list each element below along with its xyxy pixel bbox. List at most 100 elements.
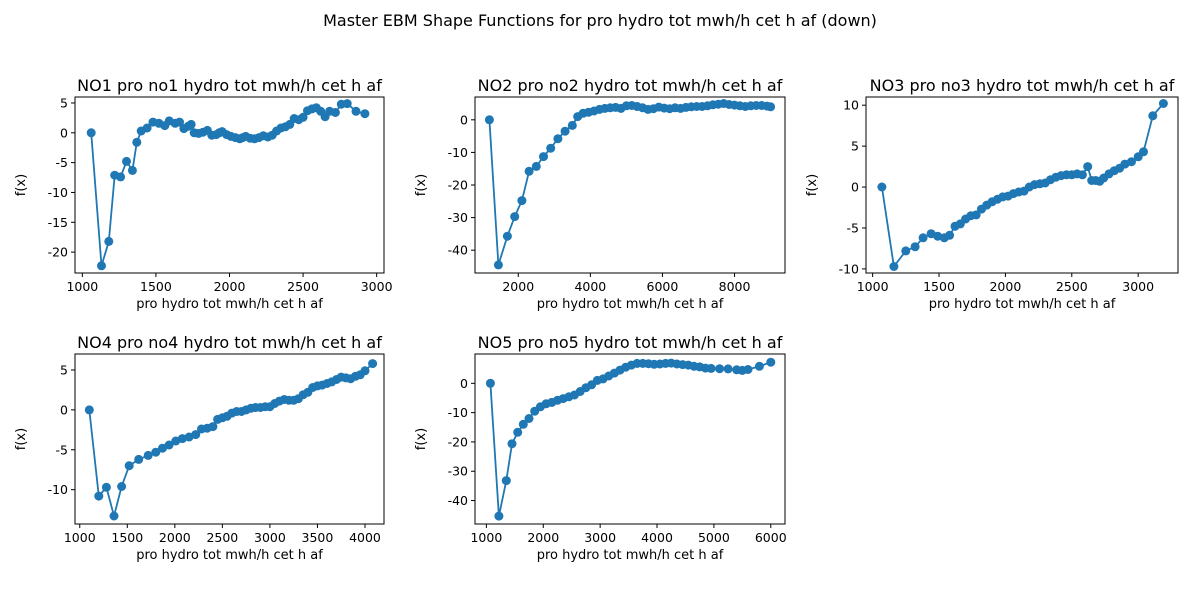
y-tick-label: 10 [843, 98, 859, 113]
x-axis-label: pro hydro tot mwh/h cet h af [537, 297, 724, 312]
x-tick-label: 3000 [361, 279, 393, 294]
data-point [164, 440, 174, 450]
x-tick-label: 4000 [641, 530, 673, 545]
data-point [971, 210, 981, 220]
data-point [86, 128, 96, 138]
x-axis-label: pro hydro tot mwh/h cet h af [929, 297, 1116, 312]
x-tick-label: 6000 [647, 279, 679, 294]
data-point [518, 419, 528, 429]
plot-area [74, 96, 385, 274]
subplot-1: NO1 pro no1 hydro tot mwh/h cet h af 1000… [14, 76, 393, 312]
data-point [715, 364, 725, 374]
x-tick-label: 1000 [857, 279, 889, 294]
subplot-title: NO3 pro no3 hydro tot mwh/h cet h af [870, 76, 1175, 95]
subplot-title: NO2 pro no2 hydro tot mwh/h cet h af [478, 76, 783, 95]
x-axis-label: pro hydro tot mwh/h cet h af [136, 297, 323, 312]
y-axis-label: f(x) [414, 174, 429, 196]
data-point [84, 405, 94, 415]
data-point [513, 427, 523, 437]
data-point [191, 430, 201, 440]
data-point [502, 231, 512, 241]
plot-area [474, 353, 786, 525]
data-point [494, 511, 504, 521]
data-point [531, 161, 541, 171]
data-point [104, 236, 114, 246]
y-tick-label: -30 [448, 464, 468, 479]
data-point [143, 450, 153, 460]
y-tick-label: -10 [839, 261, 859, 276]
y-tick-label: 0 [460, 112, 468, 127]
x-tick-label: 1500 [140, 279, 172, 294]
data-point [109, 511, 119, 521]
data-point [560, 126, 570, 136]
series-line [488, 102, 771, 266]
data-point [507, 439, 517, 449]
x-axis-label: pro hydro tot mwh/h cet h af [537, 548, 724, 563]
y-tick-label: -30 [448, 210, 468, 225]
data-point [360, 109, 370, 119]
y-tick-label: -10 [48, 482, 68, 497]
y-tick-label: -5 [56, 155, 68, 170]
data-point [117, 482, 127, 491]
data-point [918, 233, 928, 243]
x-tick-label: 5000 [698, 530, 730, 545]
y-tick-label: -5 [56, 442, 68, 457]
data-point [1148, 111, 1158, 121]
x-tick-label: 1000 [66, 279, 98, 294]
y-tick-label: -20 [48, 245, 68, 260]
subplot-title: NO1 pro no1 hydro tot mwh/h cet h af [77, 76, 382, 95]
data-point [485, 378, 495, 388]
x-tick-label: 8000 [719, 279, 751, 294]
data-point [706, 363, 716, 373]
y-axis-label: f(x) [14, 428, 29, 450]
x-tick-label: 1500 [111, 530, 143, 545]
data-point [754, 361, 764, 371]
data-point [945, 230, 955, 240]
data-point [743, 365, 753, 374]
x-tick-label: 3500 [302, 530, 334, 545]
x-tick-label: 2000 [159, 530, 191, 545]
x-tick-label: 3000 [254, 530, 286, 545]
data-point [342, 99, 352, 109]
data-point [132, 137, 142, 147]
subplot-5: NO5 pro no5 hydro tot mwh/h cet h af 1000… [414, 333, 787, 563]
data-point [208, 422, 218, 432]
data-point [553, 134, 563, 144]
x-tick-label: 4000 [349, 530, 381, 545]
x-tick-label: 1000 [470, 530, 502, 545]
series-line [489, 361, 772, 517]
data-point [1083, 162, 1093, 172]
data-point [889, 262, 899, 271]
data-point [142, 123, 152, 133]
data-point [1127, 157, 1136, 167]
y-tick-label: -10 [448, 145, 468, 160]
x-tick-label: 2500 [1056, 279, 1088, 294]
subplot-title: NO4 pro no4 hydro tot mwh/h cet h af [77, 333, 382, 352]
data-point [127, 165, 137, 175]
x-tick-label: 2500 [206, 530, 238, 545]
subplot-3: NO3 pro no3 hydro tot mwh/h cet h af 1000… [805, 76, 1179, 312]
data-point [97, 261, 106, 271]
data-point [493, 260, 503, 270]
y-tick-label: -40 [448, 493, 468, 508]
data-point [134, 454, 144, 464]
data-point [186, 119, 196, 129]
data-point [723, 364, 733, 374]
x-tick-label: 4000 [574, 279, 606, 294]
data-point [368, 359, 378, 369]
data-point [116, 172, 126, 182]
subplot-4: NO4 pro no4 hydro tot mwh/h cet h af 1000… [14, 333, 385, 563]
series-line [90, 102, 366, 267]
data-point [567, 120, 577, 130]
y-tick-label: -10 [448, 405, 468, 420]
y-axis-label: f(x) [414, 428, 429, 450]
data-point [501, 476, 511, 486]
y-tick-label: -20 [448, 434, 468, 449]
x-tick-label: 2000 [214, 279, 246, 294]
data-point [910, 242, 920, 252]
y-tick-label: -20 [448, 178, 468, 193]
x-tick-label: 2500 [287, 279, 319, 294]
y-tick-label: 0 [460, 376, 468, 391]
y-tick-label: 5 [60, 362, 68, 377]
x-tick-label: 3000 [1122, 279, 1154, 294]
